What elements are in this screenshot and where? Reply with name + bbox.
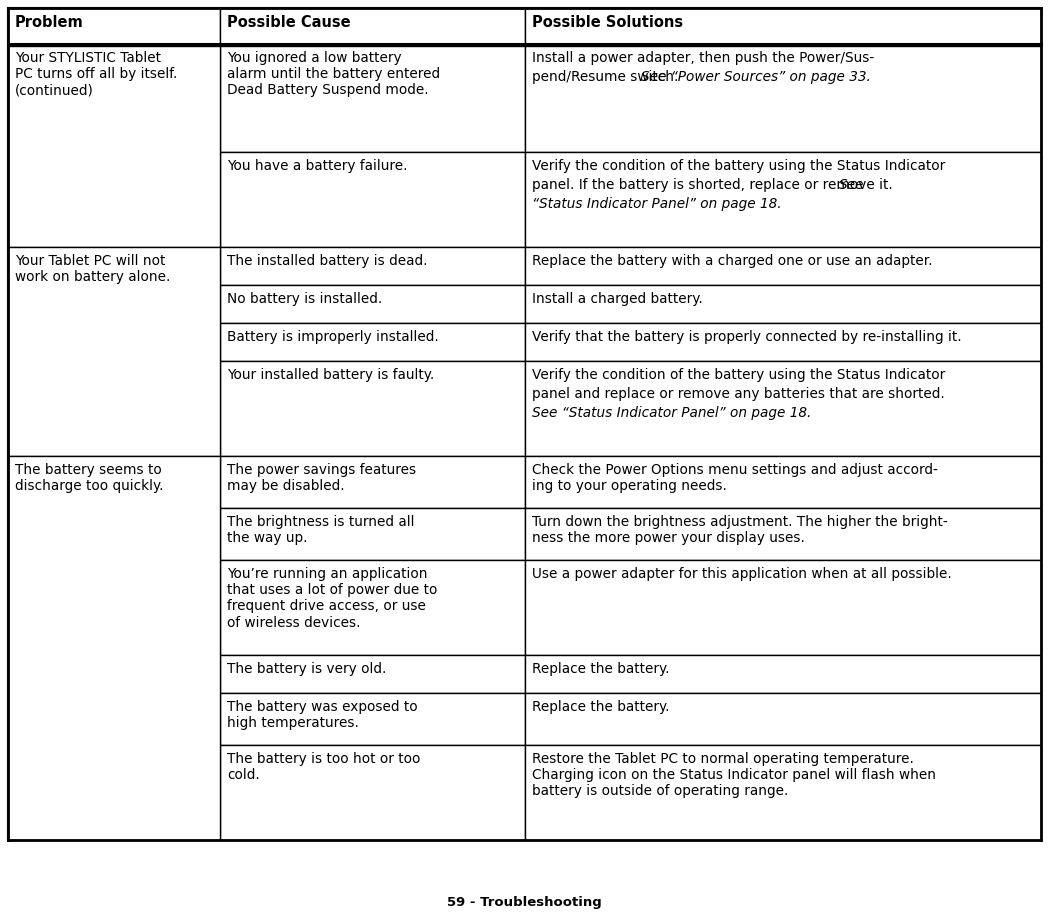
Text: See: See [839,177,864,192]
Bar [8,8,219,44]
Bar [8,44,219,247]
Text: panel. If the battery is shorted, replace or remove it.: panel. If the battery is shorted, replac… [532,177,897,192]
Bar [219,44,524,152]
Text: The brightness is turned all
the way up.: The brightness is turned all the way up. [227,515,414,545]
Bar [524,285,1041,323]
Text: Turn down the brightness adjustment. The higher the bright-
ness the more power : Turn down the brightness adjustment. The… [532,515,947,545]
Bar [219,323,524,361]
Bar [524,693,1041,745]
Text: Problem: Problem [15,15,84,30]
Text: Verify the condition of the battery using the Status Indicator: Verify the condition of the battery usin… [532,159,945,173]
Text: The battery is too hot or too
cold.: The battery is too hot or too cold. [227,752,421,782]
Bar [524,152,1041,247]
Bar [219,361,524,456]
Bar [524,8,1041,44]
Text: You have a battery failure.: You have a battery failure. [227,159,407,173]
Bar [219,152,524,247]
Bar [524,655,1041,693]
Text: The battery is very old.: The battery is very old. [227,662,386,676]
Text: Verify the condition of the battery using the Status Indicator: Verify the condition of the battery usin… [532,368,945,382]
Text: Your installed battery is faulty.: Your installed battery is faulty. [227,368,434,382]
Bar [219,693,524,745]
Text: Battery is improperly installed.: Battery is improperly installed. [227,330,438,344]
Text: See “Status Indicator Panel” on page 18.: See “Status Indicator Panel” on page 18. [532,405,811,420]
Text: See “Power Sources” on page 33.: See “Power Sources” on page 33. [641,70,871,84]
Text: Your STYLISTIC Tablet
PC turns off all by itself.
(continued): Your STYLISTIC Tablet PC turns off all b… [15,51,177,97]
Bar [524,560,1041,655]
Bar [524,745,1041,840]
Text: pend/Resume switch.: pend/Resume switch. [532,70,682,84]
Text: Verify that the battery is properly connected by re-installing it.: Verify that the battery is properly conn… [532,330,961,344]
Text: Install a charged battery.: Install a charged battery. [532,292,702,306]
Bar [219,285,524,323]
Bar [219,456,524,508]
Bar [219,247,524,285]
Bar [524,508,1041,560]
Text: Possible Solutions: Possible Solutions [532,15,683,30]
Bar [8,247,219,456]
Text: Check the Power Options menu settings and adjust accord-
ing to your operating n: Check the Power Options menu settings an… [532,463,938,494]
Bar [8,456,219,840]
Text: You’re running an application
that uses a lot of power due to
frequent drive acc: You’re running an application that uses … [227,567,437,630]
Bar [219,745,524,840]
Bar [524,247,1041,285]
Text: You ignored a low battery
alarm until the battery entered
Dead Battery Suspend m: You ignored a low battery alarm until th… [227,51,440,97]
Text: panel and replace or remove any batteries that are shorted.: panel and replace or remove any batterie… [532,387,944,401]
Text: Replace the battery.: Replace the battery. [532,700,669,714]
Text: Use a power adapter for this application when at all possible.: Use a power adapter for this application… [532,567,951,581]
Bar [524,44,1041,152]
Text: Replace the battery with a charged one or use an adapter.: Replace the battery with a charged one o… [532,254,932,268]
Bar [219,560,524,655]
Text: Restore the Tablet PC to normal operating temperature.
Charging icon on the Stat: Restore the Tablet PC to normal operatin… [532,752,936,799]
Bar [524,323,1041,361]
Text: The installed battery is dead.: The installed battery is dead. [227,254,427,268]
Bar [219,508,524,560]
Text: The battery was exposed to
high temperatures.: The battery was exposed to high temperat… [227,700,418,731]
Bar [524,456,1041,508]
Text: The power savings features
may be disabled.: The power savings features may be disabl… [227,463,415,494]
Text: Install a power adapter, then push the Power/Sus-: Install a power adapter, then push the P… [532,51,874,65]
Text: Replace the battery.: Replace the battery. [532,662,669,676]
Text: The battery seems to
discharge too quickly.: The battery seems to discharge too quick… [15,463,164,494]
Bar [524,361,1041,456]
Text: Possible Cause: Possible Cause [227,15,350,30]
Bar [219,655,524,693]
Bar [219,8,524,44]
Text: 59 - Troubleshooting: 59 - Troubleshooting [447,896,602,909]
Text: No battery is installed.: No battery is installed. [227,292,382,306]
Text: Your Tablet PC will not
work on battery alone.: Your Tablet PC will not work on battery … [15,254,170,284]
Text: “Status Indicator Panel” on page 18.: “Status Indicator Panel” on page 18. [532,197,782,210]
